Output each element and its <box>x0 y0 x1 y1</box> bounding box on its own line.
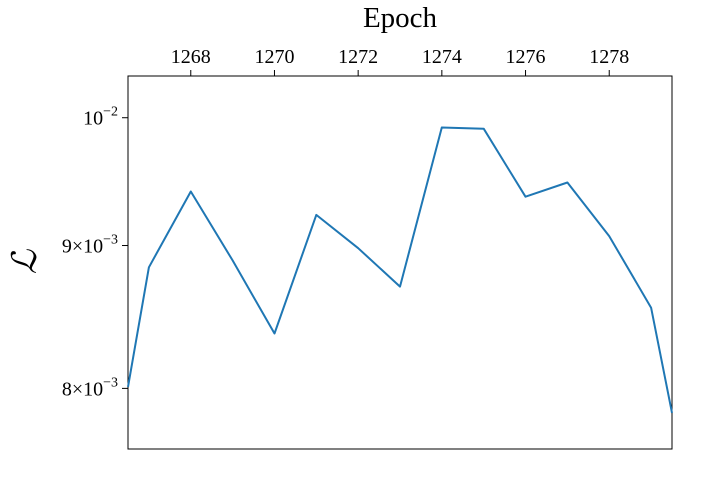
x-tick-label: 1268 <box>171 46 211 68</box>
x-axis-title: Epoch <box>363 2 438 34</box>
x-tick-label: 1270 <box>254 46 294 68</box>
y-axis: 10−2 9×10−3 8×10−3 <box>62 105 128 400</box>
x-tick-label: 1274 <box>422 46 462 68</box>
plot-area <box>127 75 673 450</box>
y-tick-label: 9×10−3 <box>62 233 118 258</box>
series-line <box>127 126 673 414</box>
y-tick-label: 8×10−3 <box>62 375 118 400</box>
x-tick-label: 1276 <box>506 46 546 68</box>
x-axis-top: 1268 1270 1272 1274 1276 1278 <box>171 46 629 76</box>
y-axis-title: ℒ <box>5 248 45 274</box>
x-tick-label: 1272 <box>338 46 378 68</box>
x-tick-label: 1278 <box>589 46 629 68</box>
y-tick-label: 10−2 <box>83 105 118 130</box>
